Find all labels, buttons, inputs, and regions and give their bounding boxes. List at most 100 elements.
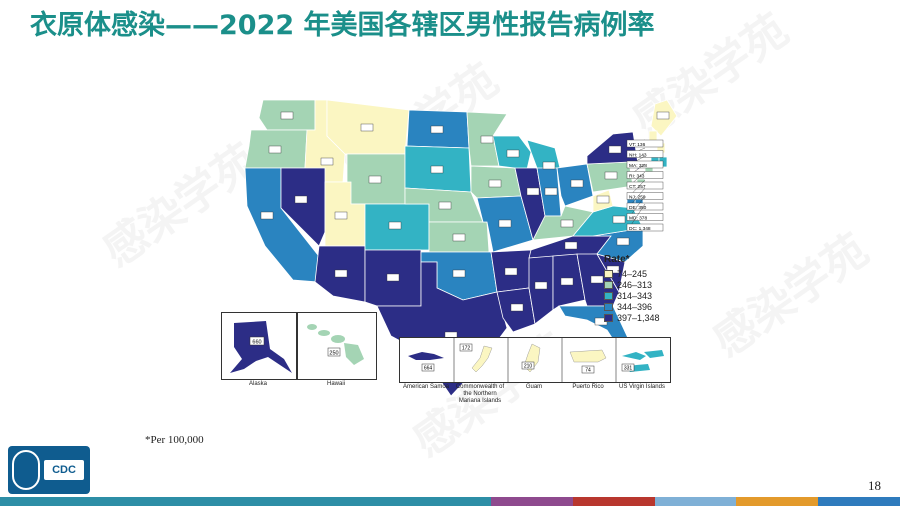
- legend-item: 246–313: [604, 279, 660, 290]
- legend-item: 74–245: [604, 268, 660, 279]
- legend-label: 344–396: [617, 301, 653, 312]
- state-rate-label-il: 398: [526, 187, 540, 195]
- state-rate-label-mn: 261: [480, 135, 494, 143]
- svg-text:272: 272: [271, 148, 279, 153]
- state-rate-label-mo: 374: [498, 219, 512, 227]
- svg-text:214: 214: [323, 160, 331, 165]
- svg-text:366: 366: [263, 214, 271, 219]
- svg-text:NJ: 259: NJ: 259: [629, 194, 646, 200]
- svg-text:239: 239: [337, 214, 345, 219]
- bar-segment: [327, 497, 410, 506]
- svg-text:423: 423: [611, 148, 619, 153]
- legend-swatch: [604, 302, 613, 311]
- bottom-color-bar: [0, 497, 900, 506]
- american-samoa-rate: 664: [424, 366, 433, 372]
- state-rate-label-wv: 209: [596, 195, 610, 203]
- bar-segment: [0, 497, 82, 506]
- map-legend: Rate* 74–245 246–313 314–343 344–396 397–1,3…: [604, 254, 660, 323]
- state-rate-label-ia: 286: [488, 179, 502, 187]
- svg-text:VT: 136: VT: 136: [629, 142, 646, 148]
- bar-segment: [163, 497, 246, 506]
- legend-swatch: [604, 269, 613, 278]
- svg-text:517: 517: [537, 284, 545, 289]
- puerto-rico-label: Puerto Rico: [572, 384, 604, 390]
- legend-title: Rate*: [604, 254, 630, 265]
- svg-text:418: 418: [567, 244, 575, 249]
- svg-text:374: 374: [501, 222, 509, 227]
- callout-dc: DC: 1,348: [626, 203, 664, 232]
- svg-text:256: 256: [283, 114, 291, 119]
- us-choropleth-map: 256 272 366 214 426 245 268 239 419 341 400 357 339 3…: [215, 96, 685, 406]
- bar-segment: [654, 497, 737, 506]
- svg-text:NH: 143: NH: 143: [629, 152, 647, 158]
- legend-swatch: [604, 313, 613, 322]
- state-rate-label-co: 341: [388, 221, 402, 229]
- hawaii-label: Hawaii: [326, 381, 345, 387]
- state-rate-label-me: 181: [656, 111, 670, 119]
- hawaii-inset: 250: [297, 312, 377, 380]
- virgin-islands-rate: 331: [624, 366, 633, 372]
- svg-text:DE: 350: DE: 350: [629, 205, 647, 211]
- state-rate-label-al: 505: [560, 277, 574, 286]
- svg-text:DC: 1,348: DC: 1,348: [629, 226, 651, 232]
- svg-text:398: 398: [529, 190, 537, 195]
- page-number: 18: [868, 478, 881, 493]
- callout-nh: NH: 143: [626, 147, 664, 158]
- svg-text:362: 362: [547, 190, 555, 195]
- state-rate-label-la: 528: [510, 303, 524, 312]
- svg-text:419: 419: [337, 272, 345, 277]
- legend-item: 344–396: [604, 301, 660, 312]
- state-rate-label-ms: 517: [534, 281, 548, 290]
- northern-mariana-label: Commonwealth of the Northern Mariana Isl…: [455, 384, 505, 404]
- bar-segment: [490, 497, 573, 506]
- state-rate-label-ne: 313: [438, 201, 452, 209]
- alaska-rate: 660: [252, 340, 261, 346]
- state-rate-label-id: 214: [320, 157, 334, 165]
- svg-text:MA: 328: MA: 328: [629, 163, 647, 169]
- territories-shapes: 664 172 210 74 331: [408, 338, 664, 382]
- state-rate-label-az: 419: [334, 269, 348, 278]
- east-callouts: VT: 136 NH: 143 MA: 328 RI: 343 CT: 257 NJ: 2…: [626, 139, 664, 232]
- svg-text:336: 336: [545, 164, 553, 169]
- state-rate-label-mi: 336: [542, 161, 556, 169]
- legend-item: 314–343: [604, 290, 660, 301]
- svg-text:528: 528: [513, 306, 521, 311]
- callout-md: MD: 378: [626, 195, 664, 221]
- svg-text:314: 314: [509, 152, 517, 157]
- svg-text:335: 335: [615, 218, 623, 223]
- svg-text:CT: 257: CT: 257: [629, 184, 646, 190]
- state-rate-label-fl: 345: [594, 317, 608, 326]
- hhs-eagle-icon: [12, 450, 40, 490]
- state-rate-label-nc: 385: [616, 237, 630, 245]
- state-ms: [528, 255, 554, 325]
- callout-vt: VT: 136: [626, 139, 664, 148]
- state-rate-label-wa: 256: [280, 111, 294, 119]
- callout-ri: RI: 343: [626, 163, 664, 179]
- state-rate-label-wi: 314: [506, 149, 520, 157]
- svg-text:310: 310: [607, 174, 615, 179]
- puerto-rico-rate: 74: [585, 368, 591, 374]
- legend-label: 246–313: [617, 279, 653, 290]
- hawaii-rate: 250: [329, 351, 338, 357]
- svg-text:245: 245: [363, 126, 371, 131]
- svg-text:385: 385: [619, 240, 627, 245]
- hawaii-shape: 250: [307, 324, 364, 365]
- legend-label: 74–245: [617, 268, 648, 279]
- state-rate-label-ok: 373: [452, 269, 466, 278]
- legend-item: 397–1,348: [604, 312, 660, 323]
- legend-label: 397–1,348: [617, 312, 660, 323]
- state-rate-label-sd: 339: [430, 165, 444, 173]
- svg-text:345: 345: [597, 320, 605, 325]
- svg-text:313: 313: [441, 204, 449, 209]
- small-state-shape: [648, 130, 658, 142]
- alaska-inset: 660: [221, 312, 297, 380]
- state-rate-label-in: 362: [544, 187, 558, 195]
- svg-text:404: 404: [507, 270, 515, 275]
- bar-segment: [409, 497, 491, 506]
- svg-text:181: 181: [659, 114, 667, 119]
- callout-ct: CT: 257: [626, 171, 664, 190]
- page-title: 衣原体感染——2022 年美国各辖区男性报告病例率: [30, 10, 655, 41]
- svg-text:341: 341: [391, 224, 399, 229]
- svg-text:268: 268: [371, 178, 379, 183]
- state-rate-label-va: 335: [612, 215, 626, 223]
